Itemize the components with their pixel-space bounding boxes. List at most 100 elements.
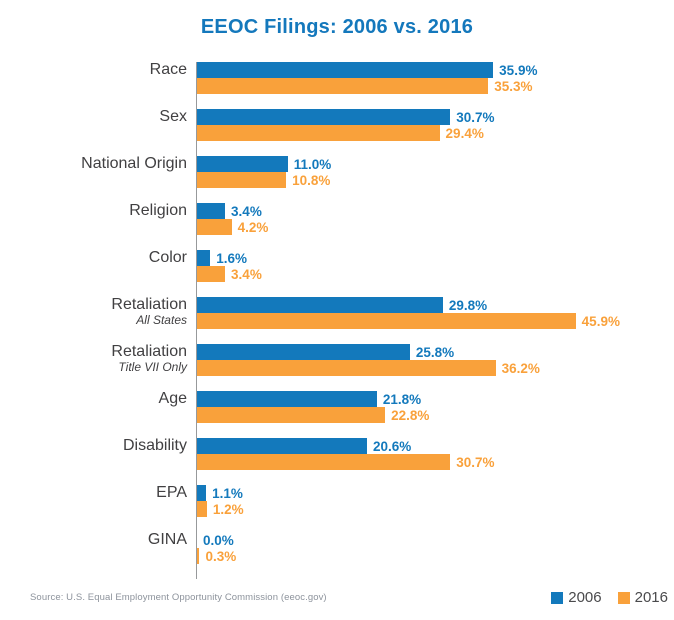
legend-swatch-2016-icon [617,591,630,604]
value-label-2016: 22.8% [391,407,430,423]
bar-2006-color [197,250,211,266]
bar-group-age: 21.8% 22.8% [197,391,674,438]
bar-line-2016: 29.4% [197,125,674,141]
bar-line-2016: 0.3% [197,548,674,564]
bar-2006-retaliation-title-vii-only [197,344,410,360]
chart-footer: Source: U.S. Equal Employment Opportunit… [0,589,674,606]
bar-group-color: 1.6% 3.4% [197,250,674,297]
category-label: Religion [129,202,187,219]
legend-item-2006: 2006 [551,589,602,606]
value-label-2016: 4.2% [237,219,269,235]
value-label-2016: 3.4% [231,266,262,282]
value-label-2006: 3.4% [231,203,262,219]
category-label: Retaliation [111,296,187,313]
value-label-2016: 10.8% [292,172,331,188]
legend-item-2016: 2016 [617,589,668,606]
bar-line-2006: 30.7% [197,109,674,125]
bar-2016-retaliation-title-vii-only [197,360,496,376]
bar-line-2006: 1.1% [197,485,674,501]
bar-2006-disability [197,438,367,454]
bar-group-race: 35.9% 35.3% [197,62,674,109]
value-label-2016: 45.9% [581,313,620,329]
category-entry-retaliation-title-vii-only: Retaliation Title VII Only [0,344,187,391]
bar-line-2006: 21.8% [197,391,674,407]
bar-line-2016: 30.7% [197,454,674,470]
category-label: National Origin [81,155,187,172]
legend-label-2016: 2016 [634,589,668,606]
bar-line-2016: 35.3% [197,78,674,94]
category-entry-epa: EPA [0,485,187,532]
bar-2006-retaliation-all-states [197,297,443,313]
bar-2006-race [197,62,494,78]
category-label: GINA [147,531,187,548]
bar-line-2016: 36.2% [197,360,674,376]
bar-line-2016: 4.2% [197,219,674,235]
bar-line-2016: 3.4% [197,266,674,282]
bar-line-2006: 1.6% [197,250,674,266]
value-label-2016: 29.4% [445,125,484,141]
bar-line-2006: 0.0% [197,532,674,548]
category-label: Sex [159,108,187,125]
bar-2016-race [197,78,489,94]
bar-2016-sex [197,125,440,141]
category-entry-retaliation-all-states: Retaliation All States [0,297,187,344]
bar-line-2006: 11.0% [197,156,674,172]
category-label: Color [148,249,187,266]
value-label-2016: 35.3% [494,78,533,94]
value-label-2006: 20.6% [372,438,412,454]
bar-2016-epa [197,501,207,517]
category-entry-national-origin: National Origin [0,156,187,203]
category-label: Disability [122,437,187,454]
bar-2016-age [197,407,386,423]
bar-2016-national-origin [197,172,287,188]
bar-2006-epa [197,485,207,501]
bar-group-religion: 3.4% 4.2% [197,203,674,250]
category-entry-race: Race [0,62,187,109]
grouped-bar-chart: Race Sex National Origin Religion Color Retal… [0,62,674,579]
bar-2016-gina [197,548,200,564]
category-labels-column: Race Sex National Origin Religion Color Retal… [0,62,196,579]
bar-line-2006: 3.4% [197,203,674,219]
value-label-2006: 1.6% [216,250,247,266]
bar-line-2016: 10.8% [197,172,674,188]
category-entry-age: Age [0,391,187,438]
value-label-2006: 1.1% [212,485,243,501]
bar-2006-religion [197,203,226,219]
bar-2016-color [197,266,226,282]
bar-group-disability: 20.6% 30.7% [197,438,674,485]
category-entry-sex: Sex [0,109,187,156]
value-label-2006: 21.8% [382,391,422,407]
category-entry-religion: Religion [0,203,187,250]
value-label-2016: 30.7% [456,454,495,470]
category-entry-gina: GINA [0,532,187,579]
category-sublabel: Title VII Only [118,360,187,374]
value-label-2006: 11.0% [293,156,332,172]
bar-line-2006: 20.6% [197,438,674,454]
category-label: Retaliation [111,343,187,360]
source-note: Source: U.S. Equal Employment Opportunit… [30,592,327,603]
bar-2006-age [197,391,377,407]
bar-2006-sex [197,109,451,125]
bar-line-2016: 22.8% [197,407,674,423]
bar-group-sex: 30.7% 29.4% [197,109,674,156]
legend-swatch-2006-icon [551,591,564,604]
value-label-2016: 1.2% [212,501,244,517]
value-label-2006: 30.7% [456,109,495,125]
value-label-2006: 29.8% [448,297,488,313]
bar-2006-national-origin [197,156,288,172]
bar-line-2016: 1.2% [197,501,674,517]
category-sublabel: All States [136,313,187,327]
bar-line-2006: 25.8% [197,344,674,360]
bar-line-2016: 45.9% [197,313,674,329]
bar-2016-retaliation-all-states [197,313,576,329]
category-entry-color: Color [0,250,187,297]
value-label-2016: 36.2% [501,360,540,376]
bar-group-national-origin: 11.0% 10.8% [197,156,674,203]
bar-group-epa: 1.1% 1.2% [197,485,674,532]
legend-label-2006: 2006 [568,589,602,606]
bar-line-2006: 35.9% [197,62,674,78]
value-label-2006: 25.8% [415,344,455,360]
category-entry-disability: Disability [0,438,187,485]
bar-line-2006: 29.8% [197,297,674,313]
